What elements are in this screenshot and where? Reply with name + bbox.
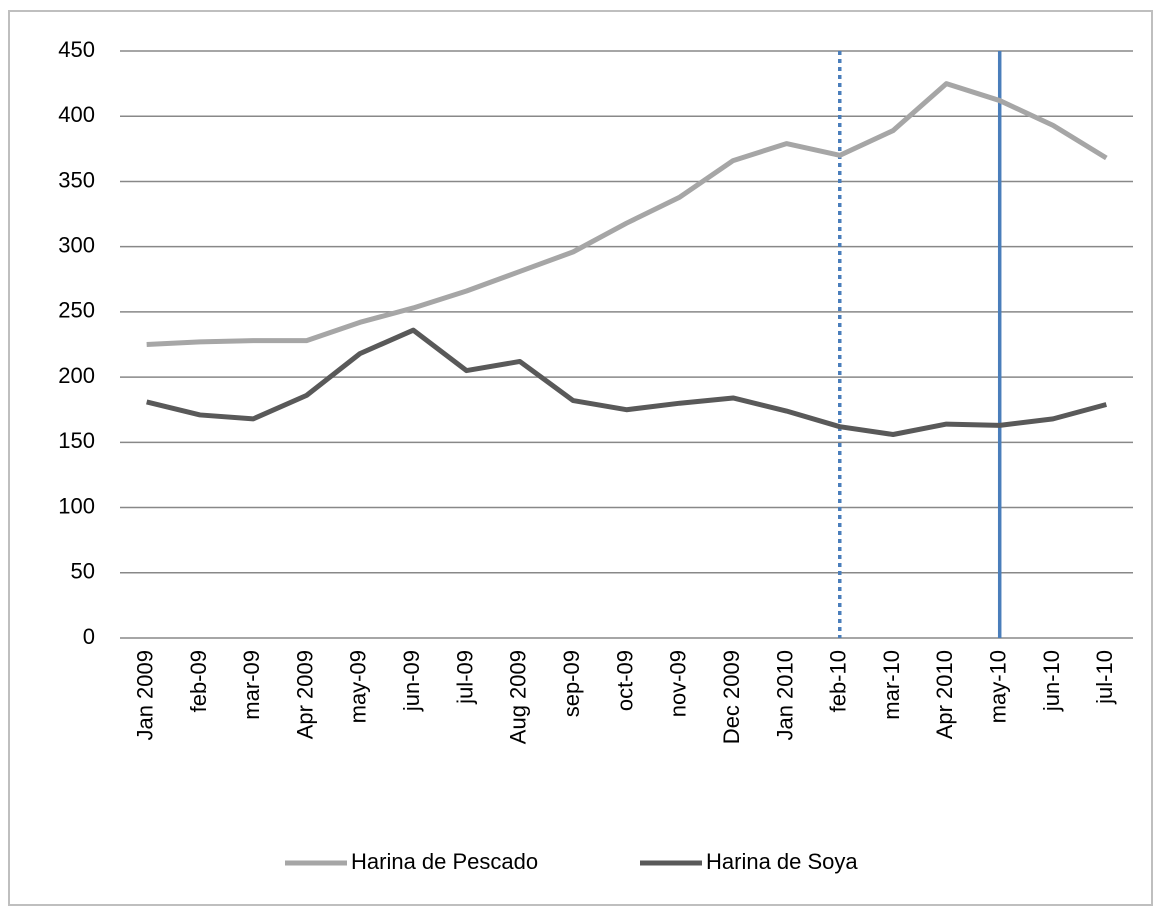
y-tick-label: 300	[58, 232, 95, 257]
y-tick-label: 0	[83, 624, 95, 649]
y-tick-label: 50	[71, 559, 95, 584]
x-tick-label: sep-09	[559, 650, 584, 717]
x-tick-label: nov-09	[666, 650, 691, 717]
y-tick-label: 100	[58, 493, 95, 518]
series-line	[146, 327, 1107, 438]
x-tick-label: oct-09	[612, 650, 637, 711]
y-tick-label: 400	[58, 102, 95, 127]
y-tick-label: 250	[58, 298, 95, 323]
legend-label: Harina de Soya	[706, 849, 858, 874]
x-tick-label: Apr 2009	[292, 650, 317, 739]
x-tick-label: Jan 2009	[132, 650, 157, 741]
x-tick-label: jun-10	[1039, 650, 1064, 712]
series-line	[146, 81, 1108, 347]
x-tick-label: Jan 2010	[772, 650, 797, 741]
x-tick-label: jul-09	[452, 650, 477, 705]
x-tick-label: Dec 2009	[719, 650, 744, 744]
x-tick-label: mar-09	[239, 650, 264, 720]
x-tick-label: mar-10	[879, 650, 904, 720]
chart-border	[8, 10, 1153, 906]
x-tick-label: may-10	[986, 650, 1011, 723]
y-tick-label: 350	[58, 167, 95, 192]
y-tick-label: 150	[58, 428, 95, 453]
x-tick-label: jul-10	[1092, 650, 1117, 705]
x-tick-label: feb-09	[186, 650, 211, 712]
y-tick-label: 450	[58, 37, 95, 62]
y-tick-label: 200	[58, 363, 95, 388]
x-tick-label: Aug 2009	[506, 650, 531, 744]
x-tick-label: jun-09	[399, 650, 424, 712]
x-tick-label: feb-10	[826, 650, 851, 712]
x-tick-label: may-09	[346, 650, 371, 723]
legend-label: Harina de Pescado	[351, 849, 538, 874]
x-tick-label: Apr 2010	[932, 650, 957, 739]
